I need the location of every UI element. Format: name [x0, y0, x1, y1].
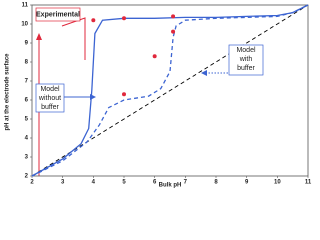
- x-tick-label: 9: [245, 180, 249, 186]
- annotation: with: [239, 56, 253, 63]
- data-point: [91, 18, 96, 23]
- chart: Bulk pH pH at the electrode surface 2 3 4 5…: [5, 3, 312, 189]
- y-tick-label: 7: [25, 79, 29, 85]
- y-tick-label: 5: [25, 117, 29, 123]
- line: [31, 4, 309, 177]
- y-tick-label: 11: [22, 3, 29, 9]
- annotation: buffer: [41, 104, 59, 111]
- annotation-box: [35, 7, 81, 22]
- data-point: [152, 54, 157, 59]
- arrow: [61, 17, 86, 60]
- x-tick-label: 11: [305, 180, 312, 186]
- annotation-arrows: [36, 17, 228, 176]
- y-tick-label: 6: [25, 98, 29, 104]
- arrow-head: [201, 70, 207, 76]
- plot-area: [31, 4, 309, 177]
- annotation: Model: [236, 47, 256, 54]
- y-tick-label: 10: [21, 22, 28, 28]
- y-tick-label: 4: [25, 136, 29, 142]
- x-tick-label: 4: [92, 180, 96, 186]
- x-tick-label: 5: [122, 180, 126, 186]
- y-tick-label: 8: [25, 60, 29, 66]
- x-tick-label: 6: [153, 180, 157, 186]
- x-tick-label: 3: [61, 180, 65, 186]
- x-tick-label: 2: [30, 180, 34, 186]
- annotation: buffer: [237, 65, 255, 72]
- y-tick-label: 2: [25, 174, 29, 180]
- annotation-box: [35, 83, 65, 113]
- y-tick-label: 9: [25, 41, 29, 47]
- x-axis-label: Bulk pH: [159, 183, 182, 189]
- y-axis-label: pH at the electrode surface: [5, 53, 11, 131]
- annotation-box: [228, 44, 264, 76]
- x-tick-label: 10: [274, 180, 281, 186]
- y-tick-label: 3: [25, 155, 29, 161]
- annotation: Model: [40, 86, 60, 93]
- data-point: [122, 92, 126, 97]
- annotation: without: [38, 95, 61, 102]
- x-tick-label: 7: [184, 180, 188, 186]
- line: [31, 4, 309, 177]
- x-tick-label: 8: [214, 180, 218, 186]
- data-point: [122, 16, 126, 21]
- data-point: [171, 29, 176, 34]
- arrow-head: [36, 33, 42, 40]
- data-point: [171, 14, 176, 19]
- annotation: Experimental: [36, 11, 80, 18]
